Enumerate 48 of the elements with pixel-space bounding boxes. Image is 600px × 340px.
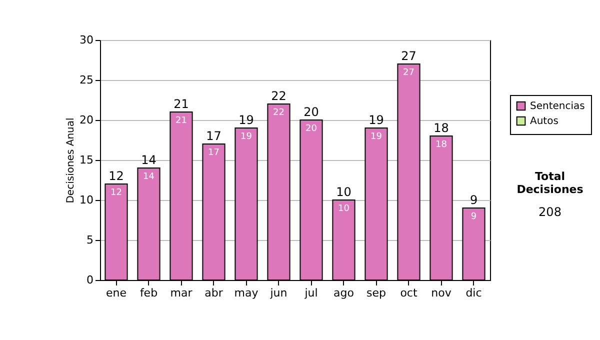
legend-label: Sentencias xyxy=(530,101,585,112)
text: 208 xyxy=(538,205,562,219)
data-label: 17 xyxy=(208,148,220,158)
x-tick-label: mar xyxy=(170,286,193,300)
data-label: 20 xyxy=(306,124,318,134)
total-label: 9 xyxy=(470,193,478,207)
y-axis-title: Decisiones Anual xyxy=(66,118,77,204)
total-label: 19 xyxy=(238,113,254,127)
data-label: 19 xyxy=(240,132,252,142)
x-tick-label: ago xyxy=(334,286,354,300)
data-label: 22 xyxy=(273,108,284,118)
x-tick-label: feb xyxy=(140,286,158,300)
data-label: 18 xyxy=(436,140,448,150)
total-label: 18 xyxy=(434,121,449,135)
x-tick-label: dic xyxy=(466,286,482,300)
total-label: 14 xyxy=(141,153,156,167)
legend-label: Autos xyxy=(530,116,558,127)
total-label: 19 xyxy=(368,113,384,127)
y-tick-label: 25 xyxy=(80,74,94,86)
total-label: 21 xyxy=(174,97,189,111)
data-label: 10 xyxy=(338,204,350,214)
y-tick-label: 5 xyxy=(86,234,94,246)
x-tick-label: oct xyxy=(400,286,418,300)
data-label: 9 xyxy=(470,212,477,222)
y-tick-label: 15 xyxy=(80,154,94,166)
y-tick-label: 10 xyxy=(80,194,94,206)
y-tick-label: 0 xyxy=(86,274,94,286)
x-tick-label: jul xyxy=(304,286,318,300)
total-label: 22 xyxy=(271,89,286,103)
x-tick-label: may xyxy=(234,286,259,300)
x-tick-label: sep xyxy=(366,286,386,300)
text: Total Decisiones xyxy=(516,170,584,196)
total-label: 12 xyxy=(108,169,124,183)
total-label: 27 xyxy=(401,49,416,63)
x-tick-label: abr xyxy=(204,286,224,300)
x-tick-label: nov xyxy=(431,286,452,300)
data-label: 12 xyxy=(110,188,122,198)
data-label: 14 xyxy=(143,172,155,182)
total-label: 20 xyxy=(304,105,319,119)
x-tick-label: jun xyxy=(269,286,288,300)
total-label: 17 xyxy=(206,129,222,143)
data-label: 27 xyxy=(403,68,414,78)
data-label: 19 xyxy=(370,132,382,142)
y-tick-label: 20 xyxy=(80,114,94,126)
data-label: 21 xyxy=(176,116,187,126)
x-tick-label: ene xyxy=(106,286,127,300)
y-tick-label: 30 xyxy=(80,34,94,46)
total-label: 10 xyxy=(336,185,352,199)
